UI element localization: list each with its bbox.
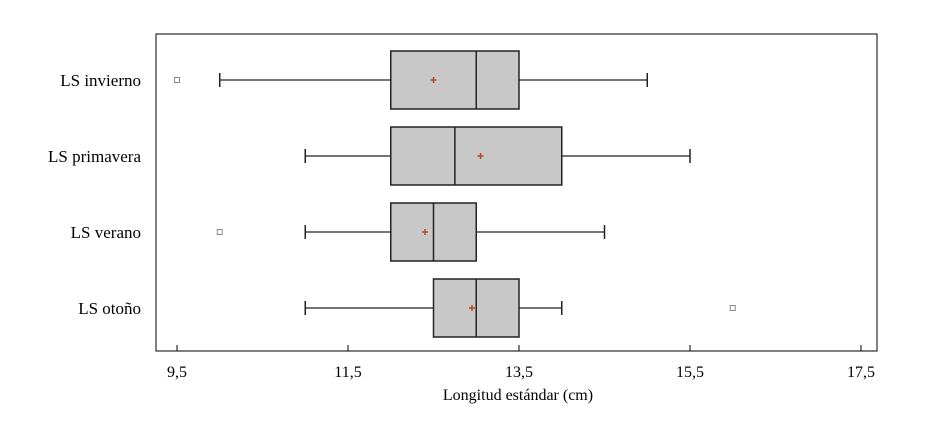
outlier-point bbox=[174, 77, 180, 83]
box-group bbox=[304, 126, 691, 186]
outlier-point bbox=[216, 229, 223, 235]
iqr-box bbox=[390, 126, 563, 186]
plot-frame bbox=[155, 33, 878, 352]
box-group bbox=[174, 50, 648, 110]
x-axis-ticks: 9,5 11,5 13,5 15,5 17,5 bbox=[167, 345, 875, 381]
category-label: LS invierno bbox=[60, 71, 141, 90]
category-labels: LS invierno LS primavera LS verano LS otoño bbox=[48, 71, 141, 318]
category-label: LS otoño bbox=[78, 299, 141, 318]
x-tick-label: 13,5 bbox=[505, 364, 533, 381]
outlier-point bbox=[729, 305, 736, 311]
mean-marker bbox=[477, 153, 484, 159]
mean-marker bbox=[430, 77, 437, 83]
category-label: LS verano bbox=[71, 223, 141, 242]
boxes-layer bbox=[174, 50, 736, 338]
x-axis-title: Longitud estándar (cm) bbox=[443, 387, 593, 404]
x-tick-label: 11,5 bbox=[334, 364, 361, 381]
mean-marker bbox=[421, 229, 428, 235]
box-group bbox=[304, 278, 736, 338]
mean-marker bbox=[468, 305, 475, 311]
iqr-box bbox=[390, 50, 520, 110]
box-group bbox=[216, 202, 606, 262]
x-tick-label: 17,5 bbox=[847, 364, 875, 381]
x-tick-label: 9,5 bbox=[167, 364, 187, 381]
x-tick-label: 15,5 bbox=[676, 364, 704, 381]
category-label: LS primavera bbox=[48, 147, 141, 166]
